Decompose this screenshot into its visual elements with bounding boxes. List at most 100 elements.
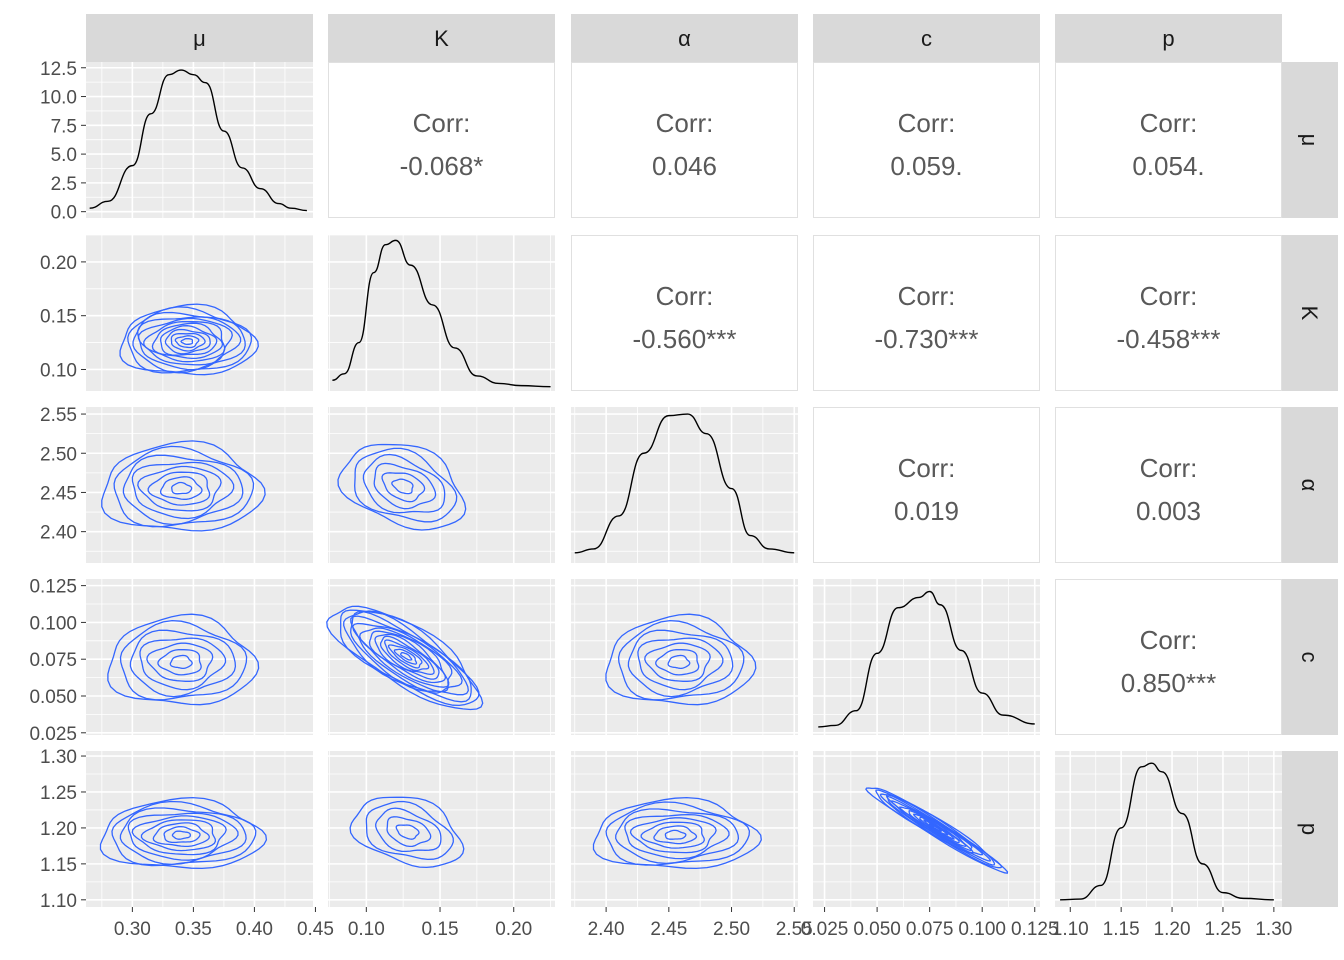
contour-line [890,800,974,854]
contour-line [157,648,202,676]
column-strip-label: p [1162,26,1174,51]
contour-line [644,642,711,682]
column-strip-3 [813,14,1040,62]
correlation-label: Corr: [656,108,714,138]
y-tick-label: 1.25 [40,783,77,804]
contour-line [326,605,484,711]
correlation-value: 0.059. [890,151,962,181]
contour-line [107,613,260,706]
panel-background [571,407,798,563]
contour-line [384,639,430,672]
correlation-panel [813,235,1040,391]
contour-line [163,826,201,844]
contour-line [354,447,458,523]
density-line [1060,762,1274,901]
contour-line [627,629,734,698]
x-tick-label: 1.20 [1154,919,1191,940]
y-tick-label: 0.10 [40,360,77,381]
column-strip-label: α [678,26,691,51]
contour-line [629,817,717,854]
contour-line [908,810,967,847]
panel-background [86,235,313,391]
contour-line [362,453,446,514]
contour-line [928,823,942,833]
contour-line [655,648,700,676]
x-tick-label: 2.55 [776,919,813,940]
contour-line [159,325,218,356]
contour-line [164,328,211,355]
contour-line [147,471,211,506]
contour-line [605,801,751,866]
panel-background [813,579,1040,735]
row-strip-2 [1282,407,1338,563]
contour-line [919,816,955,840]
correlation-label: Corr: [413,108,471,138]
contour-line [146,642,214,682]
contour-line [664,829,687,840]
correlation-label: Corr: [898,281,956,311]
correlation-panel [1055,407,1282,563]
y-tick-label: 1.20 [40,819,77,840]
contour-line [129,629,237,698]
contour-line [387,644,423,669]
x-tick-label: 0.025 [801,919,849,940]
contour-line [350,615,463,694]
contour-line [379,635,435,676]
column-strip-0 [86,14,313,62]
contour-line [899,806,973,852]
contour-line [127,812,239,861]
y-tick-label: 0.075 [29,650,77,671]
row-strip-label: K [1297,306,1322,321]
column-strip-label: K [434,26,449,51]
contour-line [365,800,454,861]
x-tick-label: 0.075 [906,919,954,940]
correlation-label: Corr: [1140,453,1198,483]
contour-line [111,800,257,867]
row-strip-label: α [1297,479,1322,492]
contour-line [174,335,200,349]
y-tick-label: 0.125 [29,577,77,598]
correlation-panel [328,62,555,218]
contour-line [374,633,440,680]
contour-line [349,796,465,869]
correlation-panel [571,62,798,218]
correlation-label: Corr: [1140,625,1198,655]
correlation-label: Corr: [656,281,714,311]
y-tick-label: 12.5 [40,59,77,80]
correlation-panel [813,62,1040,218]
density-line [574,413,795,554]
y-tick-label: 2.5 [51,174,77,195]
contour-line [113,445,255,528]
contour-line [375,807,442,853]
density-line [818,590,1035,728]
x-tick-label: 0.050 [853,919,901,940]
contour-line [152,822,210,848]
contour-line [359,627,450,688]
y-tick-label: 10.0 [40,88,77,109]
y-tick-label: 0.100 [29,613,77,634]
contour-line [119,807,247,866]
contour-line [143,320,226,363]
contour-line [127,306,253,374]
contour-line [617,619,745,701]
correlation-value: 0.850*** [1121,668,1216,698]
contour-line [592,796,762,870]
contour-line [605,613,757,706]
y-tick-label: 5.0 [51,145,77,166]
x-tick-label: 1.25 [1204,919,1241,940]
column-strip-4 [1055,14,1282,62]
contour-line [131,461,235,520]
x-tick-label: 0.100 [958,919,1006,940]
panel-background [571,751,798,907]
panel-background [86,407,313,563]
correlation-panel [571,235,798,391]
contour-line [131,815,227,856]
contour-line [400,652,413,661]
x-tick-label: 1.15 [1103,919,1140,940]
contour-line [381,472,426,503]
contour-line [170,332,206,352]
contour-line [391,478,414,495]
contour-line [640,821,705,849]
x-tick-label: 2.40 [588,919,625,940]
